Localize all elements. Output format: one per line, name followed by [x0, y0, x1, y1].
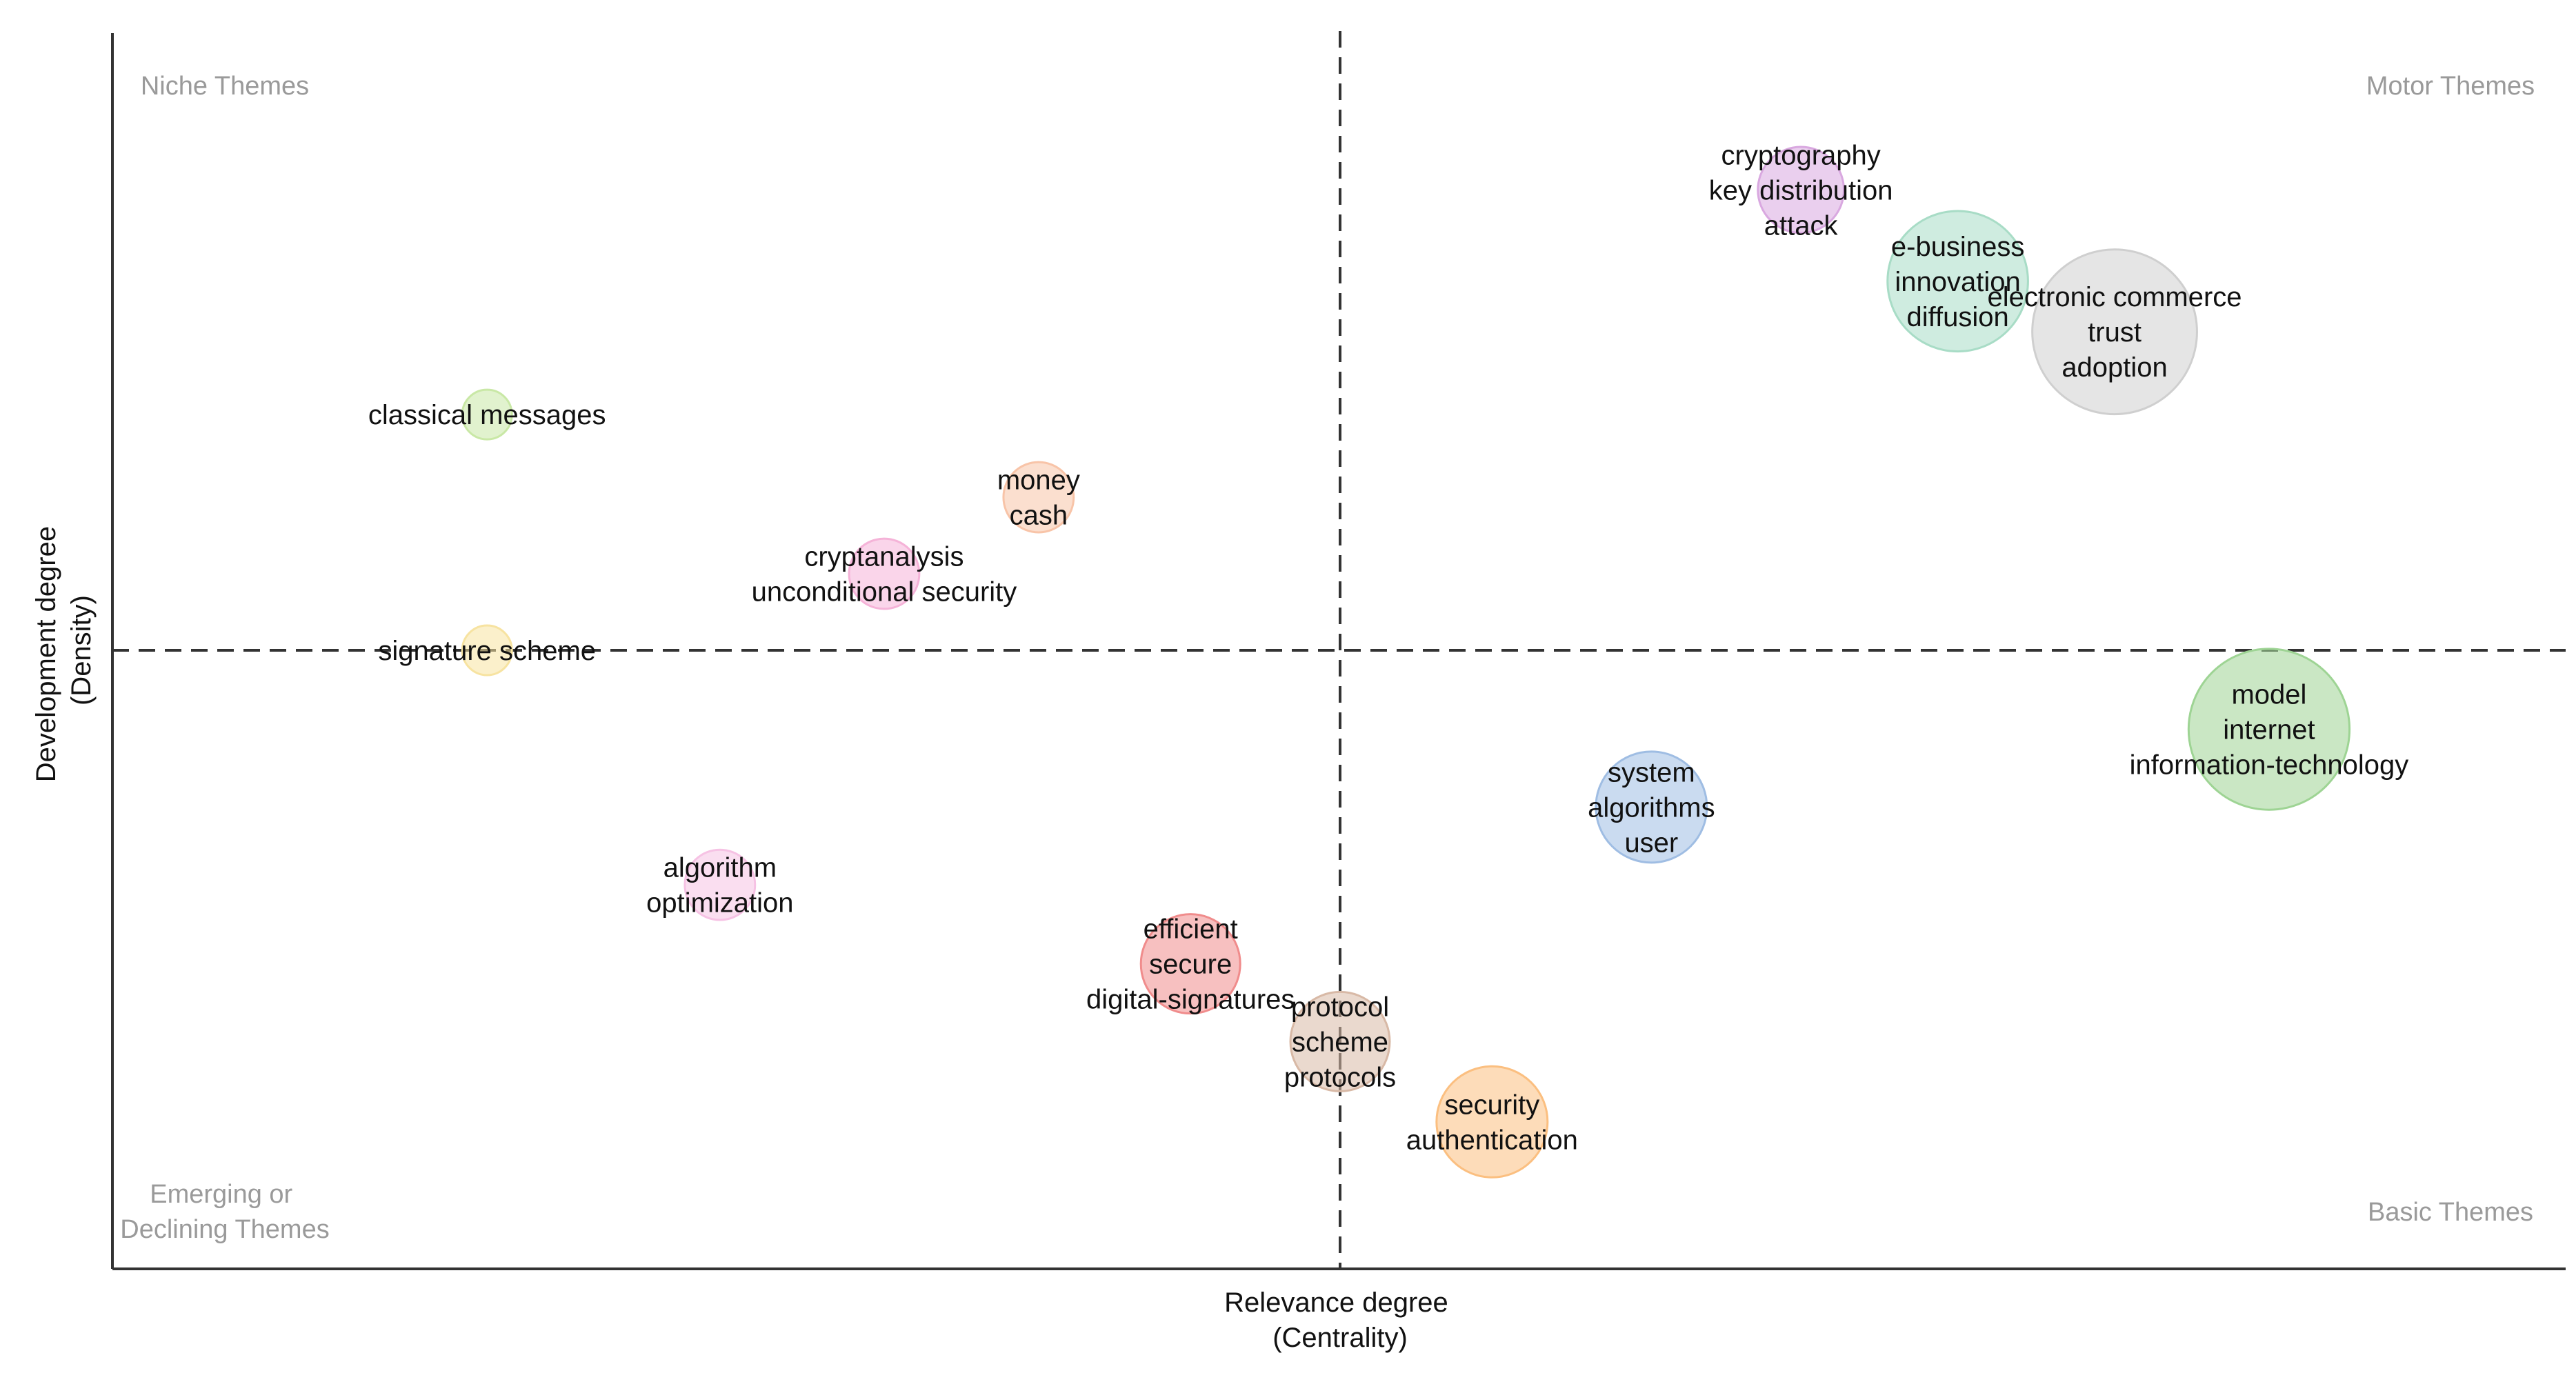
cluster-label-4: algorithm optimization — [646, 853, 793, 919]
cluster-bubble-9[interactable] — [1757, 146, 1846, 234]
cluster-bubble-10[interactable] — [1886, 210, 2029, 353]
cluster-bubble-6[interactable] — [1289, 990, 1391, 1092]
cluster-label-4-line-0: algorithm — [663, 853, 777, 883]
cluster-label-10-line-1: innovation — [1895, 267, 2020, 297]
y-axis-title-line-2: (Density) — [66, 595, 97, 705]
cluster-bubble-1[interactable] — [1002, 461, 1075, 534]
quadrant-label-niche: Niche Themes — [141, 72, 309, 101]
x-axis-title-line-1: Relevance degree — [1224, 1287, 1448, 1318]
cluster-label-7: security authentication — [1406, 1090, 1578, 1155]
cluster-label-12: model internet information-technology — [2130, 680, 2409, 781]
cluster-label-1-line-1: cash — [1010, 501, 1068, 531]
cluster-label-11-line-2: adoption — [2061, 352, 2167, 383]
cluster-label-1-line-0: money — [997, 465, 1080, 496]
cluster-label-9-line-2: attack — [1764, 210, 1839, 241]
cluster-label-8-line-2: user — [1624, 828, 1678, 858]
quadrant-label-emerging: Emerging or Declining Themes — [120, 1180, 329, 1244]
y-axis-title-line-1: Development degree — [31, 526, 61, 782]
cluster-label-6-line-1: scheme — [1292, 1027, 1388, 1057]
cluster-bubble-2[interactable] — [848, 537, 921, 610]
cluster-label-8-line-1: algorithms — [1588, 792, 1715, 823]
cluster-label-8: system algorithms user — [1588, 757, 1715, 858]
cluster-label-12-line-0: model — [2231, 680, 2306, 710]
y-axis-title: Development degree (Density) — [31, 519, 97, 782]
cluster-label-9-line-0: cryptography — [1721, 140, 1881, 170]
cluster-label-10-line-0: e-business — [1891, 232, 2024, 262]
quadrant-label-emerging-line-1: Emerging or — [150, 1180, 292, 1209]
cluster-labels: classical messages money cash cryptanalysis… — [368, 140, 2408, 1155]
quadrant-label-motor: Motor Themes — [2366, 72, 2535, 101]
cluster-label-9: cryptography key distribution attack — [1709, 140, 1893, 241]
cluster-bubble-7[interactable] — [1435, 1065, 1549, 1179]
cluster-label-2-line-0: cryptanalysis — [804, 542, 963, 572]
cluster-label-12-line-2: information-technology — [2130, 750, 2409, 781]
cluster-bubble-4[interactable] — [683, 848, 757, 921]
cluster-label-11-line-1: trust — [2088, 317, 2141, 348]
cluster-label-5-line-1: secure — [1149, 950, 1232, 980]
cluster-label-3: signature scheme — [378, 636, 596, 666]
cluster-label-11-line-0: electronic commerce — [1988, 282, 2242, 312]
cluster-label-0-line-0: classical messages — [368, 400, 606, 430]
cluster-bubble-0[interactable] — [461, 388, 513, 441]
cluster-label-1: money cash — [997, 465, 1080, 531]
cluster-label-7-line-0: security — [1444, 1090, 1539, 1120]
x-axis-title: Relevance degree (Centrality) — [1224, 1287, 1456, 1353]
cluster-label-3-line-0: signature scheme — [378, 636, 596, 666]
cluster-label-5-line-2: digital-signatures — [1086, 985, 1295, 1015]
cluster-label-5-line-0: efficient — [1144, 914, 1238, 945]
cluster-label-11: electronic commerce trust adoption — [1988, 282, 2242, 383]
cluster-label-5: efficient secure digital-signatures — [1086, 914, 1295, 1015]
cluster-bubble-3[interactable] — [461, 624, 513, 677]
cluster-label-10: e-business innovation diffusion — [1891, 232, 2024, 332]
cluster-label-7-line-1: authentication — [1406, 1125, 1578, 1155]
quadrant-label-basic: Basic Themes — [2368, 1198, 2533, 1227]
cluster-label-2: cryptanalysis unconditional security — [752, 542, 1017, 608]
cluster-label-6: protocol scheme protocols — [1284, 992, 1396, 1092]
cluster-label-8-line-0: system — [1608, 757, 1695, 788]
cluster-label-6-line-0: protocol — [1291, 992, 1389, 1022]
cluster-bubbles — [461, 146, 2351, 1179]
cluster-label-12-line-1: internet — [2223, 715, 2315, 745]
cluster-label-9-line-1: key distribution — [1709, 175, 1893, 206]
cluster-bubble-8[interactable] — [1595, 750, 1708, 864]
cluster-label-0: classical messages — [368, 400, 606, 430]
cluster-label-4-line-1: optimization — [646, 888, 793, 919]
x-axis-title-line-2: (Centrality) — [1272, 1323, 1408, 1353]
cluster-bubble-11[interactable] — [2031, 248, 2198, 416]
cluster-label-10-line-2: diffusion — [1906, 302, 2008, 332]
cluster-bubble-5[interactable] — [1139, 913, 1241, 1015]
cluster-bubble-12[interactable] — [2187, 648, 2351, 811]
quadrant-label-emerging-line-2: Declining Themes — [120, 1215, 329, 1244]
cluster-label-2-line-1: unconditional security — [752, 577, 1017, 608]
cluster-label-6-line-2: protocols — [1284, 1062, 1396, 1092]
